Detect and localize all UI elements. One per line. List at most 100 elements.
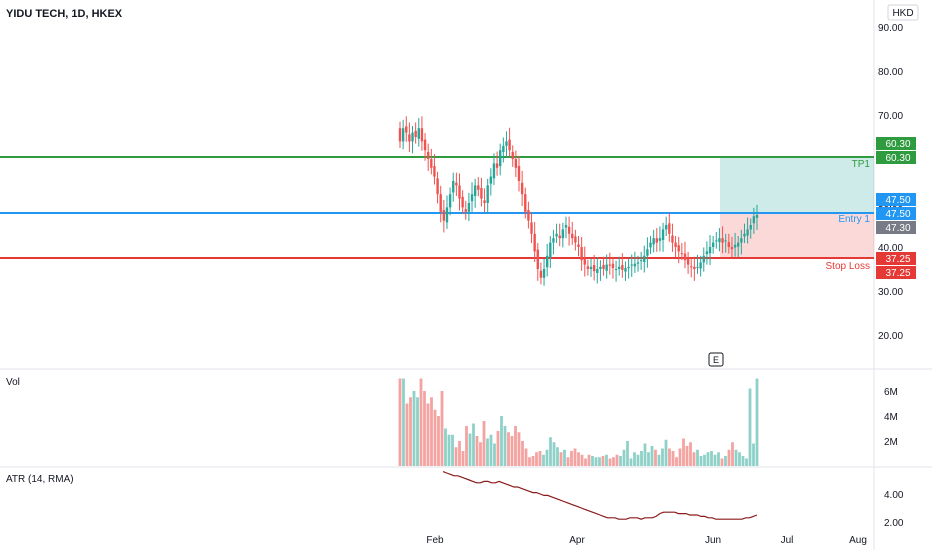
candle-body bbox=[583, 258, 586, 265]
candlestick-series bbox=[398, 116, 759, 286]
volume-bar bbox=[444, 428, 447, 466]
stop-price-tag-upper: 37.25 bbox=[876, 252, 916, 265]
candle-body bbox=[639, 260, 643, 262]
candle-body bbox=[480, 188, 483, 199]
candle-body bbox=[724, 240, 727, 242]
volume-bar bbox=[433, 409, 437, 466]
candle-body bbox=[520, 182, 524, 195]
volume-bar bbox=[636, 454, 640, 466]
candle-body bbox=[552, 238, 555, 243]
candle-body bbox=[658, 238, 662, 241]
candle-body bbox=[464, 209, 467, 212]
current-price-tag: 47.30 bbox=[876, 221, 916, 234]
price-tick-label: 90.00 bbox=[878, 23, 903, 34]
candle-body bbox=[536, 249, 539, 269]
volume-bar bbox=[500, 416, 503, 466]
candle-body bbox=[721, 238, 724, 243]
take-profit-zone bbox=[720, 157, 874, 213]
candle-body bbox=[458, 185, 461, 199]
volume-pane-label: Vol bbox=[6, 377, 20, 388]
candle-body bbox=[596, 269, 599, 273]
volume-bar bbox=[612, 457, 615, 466]
candle-body bbox=[746, 229, 749, 236]
candle-body bbox=[633, 263, 637, 267]
volume-bar bbox=[503, 426, 507, 466]
volume-bar bbox=[685, 446, 689, 466]
candle-body bbox=[730, 247, 734, 250]
candle-body bbox=[417, 128, 420, 139]
candle-body bbox=[461, 196, 464, 208]
atr-tick-label: 4.00 bbox=[884, 490, 904, 501]
candle-body bbox=[599, 266, 602, 269]
candle-body bbox=[505, 141, 508, 146]
volume-bar bbox=[461, 451, 465, 466]
price-tick-label: 40.00 bbox=[878, 243, 903, 254]
volume-bar bbox=[724, 456, 727, 466]
volume-axis[interactable]: 6M 4M 2M bbox=[884, 387, 898, 448]
candle-body bbox=[708, 247, 712, 254]
candle-body bbox=[530, 222, 533, 234]
volume-bar bbox=[496, 431, 500, 466]
volume-bar bbox=[580, 454, 584, 466]
candle-body bbox=[508, 139, 511, 151]
volume-bar bbox=[657, 454, 661, 466]
atr-axis[interactable]: 4.00 2.00 bbox=[884, 490, 904, 529]
tp-price-tag-lower: 60.30 bbox=[876, 151, 916, 164]
volume-bar bbox=[412, 391, 416, 466]
candle-body bbox=[486, 185, 489, 203]
volume-bar bbox=[545, 449, 549, 466]
volume-bar bbox=[538, 451, 542, 466]
candle-body bbox=[527, 210, 530, 221]
candle-body bbox=[401, 128, 405, 142]
volume-bar bbox=[619, 456, 622, 466]
volume-bar bbox=[556, 447, 559, 466]
volume-bar bbox=[524, 448, 528, 466]
candle-body bbox=[580, 247, 583, 261]
volume-bar bbox=[587, 454, 591, 466]
candle-body bbox=[602, 265, 605, 269]
candle-body bbox=[405, 126, 408, 133]
currency-button[interactable]: HKD bbox=[887, 4, 919, 21]
candle-body bbox=[426, 151, 430, 159]
volume-bar bbox=[615, 454, 619, 466]
volume-bar bbox=[748, 388, 752, 466]
candle-body bbox=[561, 229, 565, 239]
candle-body bbox=[524, 194, 527, 212]
candle-body bbox=[614, 269, 618, 270]
candle-body bbox=[749, 225, 752, 230]
candle-body bbox=[589, 266, 593, 269]
candle-body bbox=[439, 194, 442, 212]
volume-bar bbox=[633, 452, 636, 466]
volume-bar bbox=[451, 434, 454, 466]
earnings-marker[interactable]: E bbox=[708, 352, 724, 367]
candle-body bbox=[555, 233, 558, 237]
candle-body bbox=[693, 266, 696, 269]
candle-body bbox=[545, 255, 549, 268]
volume-bar bbox=[720, 458, 724, 466]
volume-bar bbox=[559, 452, 563, 466]
volume-bar bbox=[598, 457, 601, 466]
earnings-marker-label: E bbox=[713, 355, 719, 365]
volume-bar bbox=[440, 391, 444, 466]
volume-bar bbox=[531, 456, 535, 466]
candle-body bbox=[423, 139, 427, 151]
volume-bar bbox=[629, 458, 633, 466]
volume-bar bbox=[528, 457, 531, 466]
volume-bar bbox=[405, 403, 409, 466]
time-axis[interactable]: Feb Apr Jun Jul Aug bbox=[426, 535, 867, 546]
volume-bar bbox=[678, 448, 682, 466]
candle-body bbox=[542, 269, 546, 278]
volume-bar bbox=[591, 456, 594, 466]
entry-price-upper: 47.50 bbox=[885, 195, 910, 206]
tp-price-lower: 60.30 bbox=[885, 153, 910, 164]
volume-bar bbox=[454, 447, 458, 466]
candle-body bbox=[646, 249, 649, 256]
candle-body bbox=[483, 200, 486, 203]
candle-body bbox=[564, 225, 568, 228]
candle-body bbox=[711, 242, 715, 247]
candle-body bbox=[511, 151, 514, 159]
candle-body bbox=[430, 159, 433, 168]
volume-bar bbox=[521, 441, 524, 466]
